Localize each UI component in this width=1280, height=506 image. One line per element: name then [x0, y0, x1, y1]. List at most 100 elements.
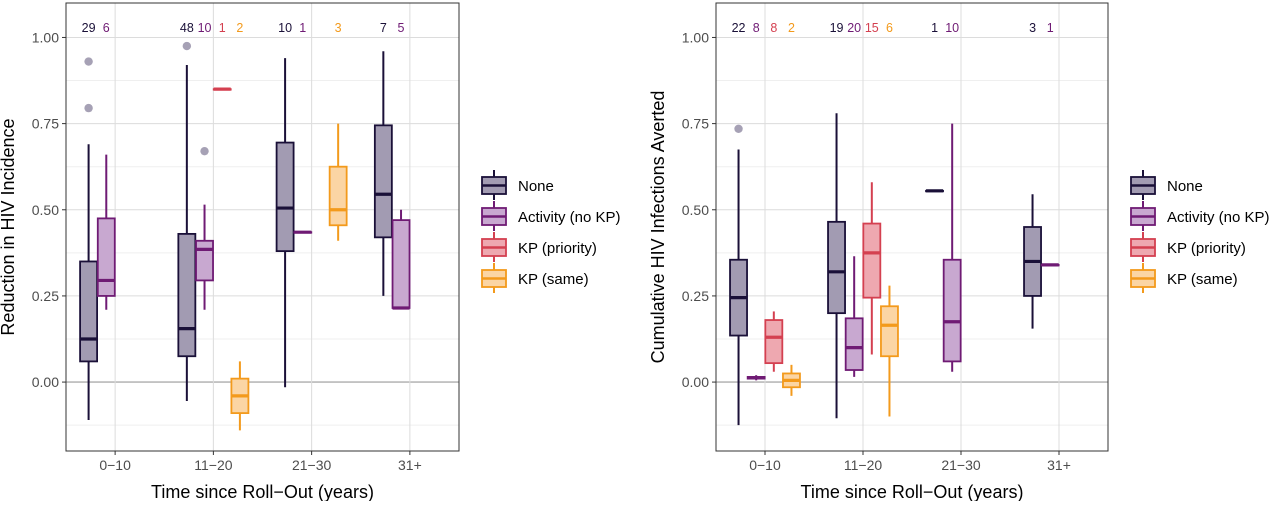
- chart2-box-kp-same--0: 2: [782, 21, 801, 396]
- chart1-legend-item: KP (same): [481, 263, 589, 293]
- chart1-box-body: [373, 124, 393, 239]
- chart1-box-activity-no-kp--1: 10: [195, 21, 214, 310]
- chart1-outlier-point: [84, 103, 93, 113]
- chart1-count-label: 5: [398, 21, 405, 35]
- chart2-x-tick-label: 0−10: [749, 457, 781, 473]
- chart1-box-none-2: 10: [275, 21, 295, 388]
- chart1-count-label: 3: [335, 21, 342, 35]
- chart2-panel-border: [715, 2, 1109, 452]
- chart1-outlier-point: [182, 41, 192, 51]
- chart1-x-tick-label: 31+: [398, 457, 422, 473]
- chart2-legend-item: KP (priority): [1130, 232, 1246, 262]
- chart2-box-activity-no-kp--0: 8: [746, 21, 766, 381]
- chart1-box-activity-no-kp--0: 6: [96, 21, 116, 310]
- chart1-box-none-0: 29: [79, 21, 98, 420]
- chart1-legend-label: Activity (no KP): [518, 209, 621, 226]
- chart2-y-tick-label: 0.00: [682, 374, 709, 390]
- chart1-y-axis-title: Reduction in HIV Incidence: [0, 118, 18, 335]
- chart2-count-label: 8: [753, 21, 760, 35]
- chart2-count-label: 10: [945, 21, 959, 35]
- chart2-legend-label: KP (priority): [1167, 240, 1246, 257]
- chart1-legend-item: None: [481, 170, 554, 200]
- chart1-outlier-point: [84, 57, 93, 66]
- chart2-y-tick-label: 0.25: [682, 288, 709, 304]
- chart2-box-body: [862, 222, 882, 299]
- chart1-box-kp-same--2: 3: [328, 21, 348, 241]
- chart2-legend-label: KP (same): [1167, 271, 1238, 288]
- chart2-box-body: [764, 319, 784, 365]
- chart1-count-label: 6: [103, 21, 110, 35]
- chart2-count-label: 6: [886, 21, 893, 35]
- chart1-box-none-1: 48: [177, 21, 197, 402]
- chart1-count-label: 29: [82, 21, 96, 35]
- chart1-box-activity-no-kp--2: 1: [293, 21, 313, 234]
- chart2-box-kp-priority--1: 15: [862, 21, 882, 355]
- chart2-box-body: [844, 317, 864, 371]
- chart2-box-activity-no-kp--1: 20: [844, 21, 864, 377]
- chart2-box-none-0: 22: [729, 21, 748, 426]
- chart2-box-body: [942, 258, 962, 363]
- chart1-box-body: [96, 217, 116, 297]
- chart2-y-axis-title: Cumulative HIV Infections Averted: [648, 91, 668, 364]
- chart1-x-tick-label: 11−20: [194, 457, 232, 473]
- chart2-count-label: 8: [770, 21, 777, 35]
- chart1-x-axis-title: Time since Roll−Out (years): [151, 482, 374, 501]
- chart1-box-body: [195, 239, 214, 282]
- chart2-box-none-1: 19: [827, 21, 846, 419]
- chart2-count-label: 22: [732, 21, 746, 35]
- chart1-panel-border: [65, 2, 460, 452]
- chart2-y-tick-label: 1.00: [682, 29, 709, 45]
- chart1-box-body: [177, 232, 197, 358]
- chart1-legend-label: KP (priority): [518, 240, 597, 257]
- chart2-box-activity-no-kp--3: 1: [1040, 21, 1060, 267]
- chart2-box-kp-same--1: 6: [880, 21, 899, 417]
- chart1-legend: None Activity (no KP) KP (priority) KP (sam…: [481, 170, 621, 293]
- chart2-box-kp-priority--0: 8: [764, 21, 784, 372]
- chart1-y-tick-label: 0.00: [32, 374, 59, 390]
- chart2-box-body: [827, 220, 846, 315]
- chart2-box-body: [880, 305, 899, 358]
- chart2-count-label: 1: [931, 21, 938, 35]
- chart1-box-none-3: 7: [373, 21, 393, 296]
- chart1-count-label: 10: [198, 21, 212, 35]
- chart2-legend-label: Activity (no KP): [1167, 209, 1270, 226]
- chart1-legend-label: KP (same): [518, 271, 589, 288]
- chart2-x-axis-title: Time since Roll−Out (years): [801, 482, 1024, 501]
- chart1-box-body: [275, 141, 295, 253]
- chart1-box-activity-no-kp--3: 5: [391, 21, 411, 310]
- chart1-count-label: 10: [278, 21, 292, 35]
- chart2-panel: 0.00 0.25 0.50 0.75 1.00 0−10 11−20 21−30 31+ Tim…: [648, 2, 1109, 502]
- chart1-x-tick-label: 21−30: [292, 457, 332, 473]
- chart1-outlier-point: [200, 146, 209, 156]
- chart2-y-tick-label: 0.75: [682, 116, 709, 132]
- chart2-box-none-2: 1: [925, 21, 944, 193]
- chart2-x-tick-label: 31+: [1047, 457, 1071, 473]
- chart2-count-label: 20: [847, 21, 861, 35]
- chart1-y-tick-label: 1.00: [32, 29, 59, 45]
- chart1-count-label: 1: [219, 21, 226, 35]
- chart1-box-kp-same--1: 2: [230, 21, 250, 431]
- chart1-x-tick-label: 0−10: [99, 457, 131, 473]
- chart1-box-kp-priority--1: 1: [212, 21, 232, 91]
- chart1-count-label: 2: [236, 21, 243, 35]
- chart1-legend-item: KP (priority): [481, 232, 597, 262]
- chart1-count-label: 7: [380, 21, 387, 35]
- chart2-x-tick-label: 21−30: [941, 457, 981, 473]
- chart1-y-tick-label: 0.25: [32, 288, 59, 304]
- chart1-legend-item: Activity (no KP): [481, 201, 621, 231]
- chart1-box-body: [391, 219, 411, 309]
- chart1-y-tick-label: 0.50: [32, 202, 59, 218]
- chart1-count-label: 1: [299, 21, 306, 35]
- chart1-panel: 0.00 0.25 0.50 0.75 1.00 0−10 11−20 21−30 31+ Tim…: [0, 2, 460, 502]
- chart2-legend-label: None: [1167, 178, 1203, 195]
- chart1-legend-label: None: [518, 178, 554, 195]
- chart2-count-label: 15: [865, 21, 879, 35]
- chart1-box-body: [328, 165, 348, 227]
- chart1-count-label: 48: [180, 21, 194, 35]
- chart1-y-tick-label: 0.75: [32, 116, 59, 132]
- chart2-outlier-point: [734, 124, 743, 133]
- chart2-count-label: 19: [830, 21, 844, 35]
- chart2-box-activity-no-kp--2: 10: [942, 21, 962, 372]
